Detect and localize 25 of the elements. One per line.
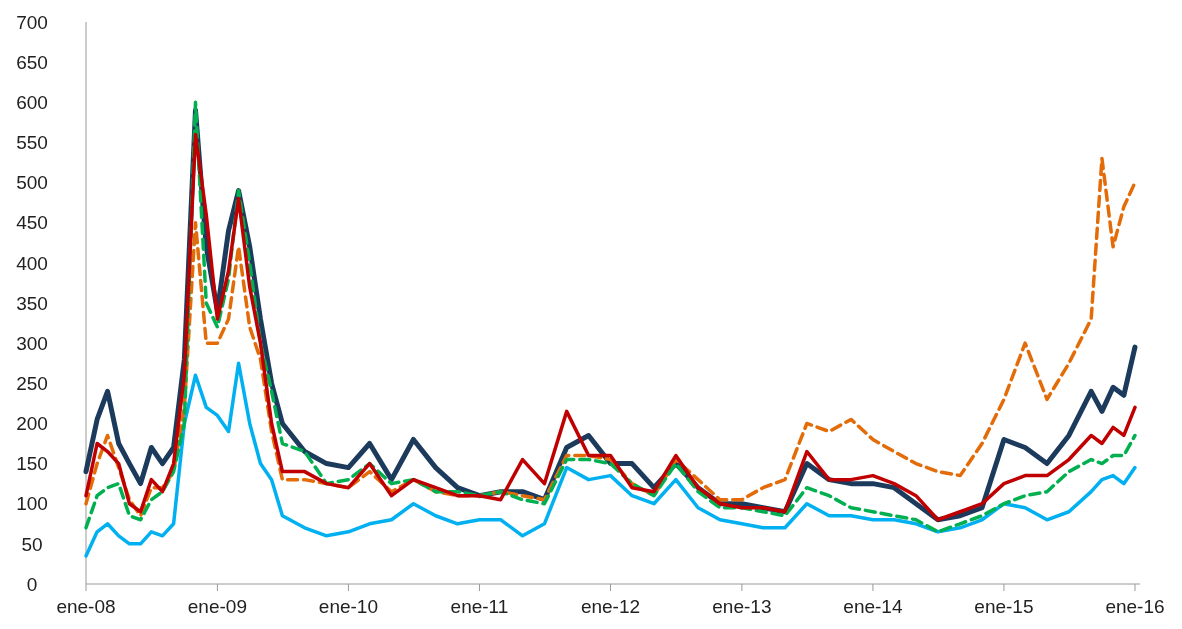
y-tick-label: 400 bbox=[16, 252, 48, 274]
x-tick-label: ene-16 bbox=[1105, 596, 1165, 617]
x-tick-label: ene-14 bbox=[843, 596, 903, 617]
y-tick-label: 250 bbox=[16, 372, 48, 394]
y-tick-label: 300 bbox=[16, 332, 48, 354]
line-series bbox=[84, 361, 1137, 558]
y-tick-label: 100 bbox=[16, 493, 48, 515]
y-tick-label: 350 bbox=[16, 292, 48, 314]
y-tick-label: 150 bbox=[16, 453, 48, 475]
y-tick-label: 550 bbox=[16, 132, 48, 154]
y-tick-label: 450 bbox=[16, 212, 48, 234]
y-tick-label: 200 bbox=[16, 413, 48, 435]
x-tick-label: ene-12 bbox=[580, 596, 641, 617]
y-tick-label: 600 bbox=[16, 91, 48, 113]
x-tick-label: ene-15 bbox=[974, 596, 1034, 617]
y-tick-label: 700 bbox=[16, 11, 48, 33]
x-tick-label: ene-10 bbox=[318, 596, 379, 617]
x-tick-label: ene-13 bbox=[712, 596, 772, 617]
y-tick-label: 650 bbox=[16, 51, 48, 73]
y-tick-label: 0 bbox=[26, 573, 38, 595]
x-tick-label: ene-11 bbox=[450, 596, 509, 617]
x-tick-label: ene-09 bbox=[187, 596, 247, 617]
y-tick-label: 500 bbox=[16, 172, 48, 194]
y-tick-label: 50 bbox=[21, 533, 43, 555]
x-tick-label: ene-08 bbox=[56, 596, 116, 617]
